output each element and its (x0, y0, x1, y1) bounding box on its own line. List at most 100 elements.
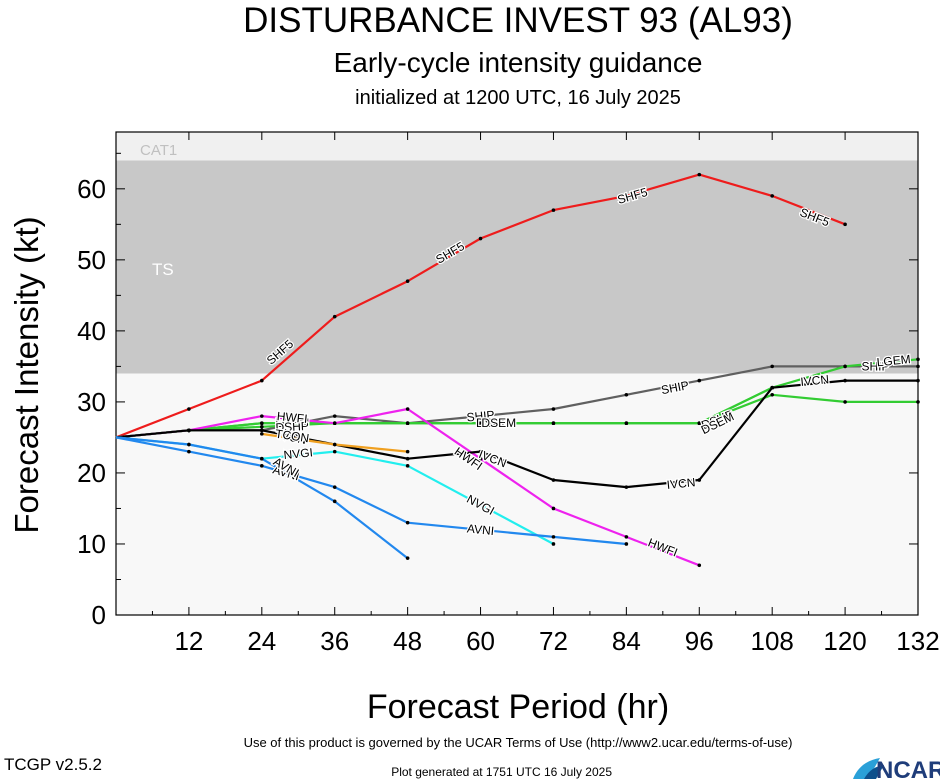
ncar-logo: NCAR (853, 757, 940, 780)
series-point-shf5 (624, 194, 629, 198)
series-point-ship (916, 364, 920, 369)
series-point-dshp (770, 393, 774, 397)
series-point-ship (770, 364, 774, 369)
x-tick-label: 72 (539, 626, 568, 656)
series-line-dsem (115, 386, 773, 439)
series-point-avni (332, 485, 337, 489)
series-point-ivcn (551, 478, 556, 482)
series-point-shf5 (187, 407, 191, 411)
band-cat1 (116, 132, 918, 161)
series-point-hwfi (405, 407, 410, 411)
series-point-tcon (405, 449, 410, 454)
intensity-bands: TS CAT1 (116, 132, 918, 615)
series-point-dsem (405, 421, 410, 426)
series-point-shf5 (260, 378, 264, 383)
series-point-shf5 (405, 279, 410, 283)
series-label-ivcn: IVCN (800, 372, 830, 389)
x-tick-label: 60 (466, 626, 495, 656)
series-point-ivcn (916, 378, 920, 383)
series-point-avni (624, 542, 629, 546)
series-point-avni (260, 464, 264, 468)
series-point-dshp (916, 400, 920, 404)
series-point-ship (551, 407, 556, 411)
series-point-shf5 (697, 172, 702, 177)
series-point-ship (624, 393, 629, 397)
series-label-ship: SHIP (861, 359, 889, 373)
band-label-ts: TS (152, 260, 174, 279)
series-point-nvgi (332, 449, 337, 454)
series-label-ivcn: IVCN (666, 475, 696, 492)
series-label-lgem: LGEM (275, 416, 309, 430)
x-tick-label: 120 (823, 626, 866, 656)
series-point-shf5 (332, 314, 337, 319)
series-point-avni-early (260, 456, 264, 461)
y-tick-label: 40 (77, 316, 106, 346)
series-point-tcon (260, 432, 264, 436)
series-point-dsem (624, 421, 629, 426)
ncar-logo-icon (853, 758, 880, 779)
chart-axes: 12 24 36 48 60 72 84 96 108 120 132 0 10 20 30 40 50 60 (77, 131, 940, 656)
series-point-avni (405, 520, 410, 525)
series-point-nvgi (405, 464, 410, 468)
series-point-avni-early (405, 556, 410, 560)
y-tick-label: 10 (77, 529, 106, 559)
series-label-tcon: TCON (274, 427, 310, 446)
y-tick-label: 50 (77, 245, 106, 275)
series-point-ivcn (405, 456, 410, 461)
series-point-avni (551, 535, 556, 539)
series-label-dsem: DSEM (481, 416, 516, 430)
series-point-lgem (916, 357, 920, 362)
x-tick-label: 84 (612, 626, 641, 656)
series-point-ship (478, 414, 483, 418)
x-tick-label: 108 (750, 626, 793, 656)
series-point-avni (187, 449, 191, 454)
series-point-dsem (260, 421, 264, 426)
series-label-avni: AVNI (466, 521, 494, 538)
series-label-lgem: LGEM (876, 352, 911, 369)
x-tick-label: 132 (896, 626, 939, 656)
x-tick-label: 48 (393, 626, 422, 656)
series-point-nvgi (551, 542, 556, 546)
chart-subtitle: Early-cycle intensity guidance (334, 47, 703, 78)
series-point-hwfi (697, 563, 702, 568)
chart-init-time: initialized at 1200 UTC, 16 July 2025 (355, 87, 681, 109)
band-ts (116, 160, 918, 374)
y-tick-label: 30 (77, 387, 106, 417)
series-point-ship (697, 378, 702, 383)
series-label-ship: SHIP (660, 378, 690, 397)
series-point-dsem (697, 421, 702, 426)
x-axis-label: Forecast Period (hr) (367, 688, 669, 726)
series-label-dshp: DSHP (275, 419, 309, 435)
x-tick-label: 12 (174, 626, 203, 656)
series-point-ivcn (624, 485, 629, 489)
series-point-tcon (332, 442, 337, 447)
x-tick-label: 36 (320, 626, 349, 656)
chart-series (115, 172, 920, 568)
series-point-dsem (551, 421, 556, 426)
chart-title: DISTURBANCE INVEST 93 (AL93) (243, 1, 793, 40)
x-tick-label: 24 (247, 626, 276, 656)
series-line-ivcn (115, 379, 918, 489)
series-label-nvgi: NVGI (283, 445, 314, 462)
series-label-ivcn: IVCN (277, 428, 308, 447)
series-label-dshp: DSHP (476, 416, 509, 430)
series-point-hwfi (260, 414, 264, 418)
series-point-hwfi (332, 421, 337, 426)
series-point-avni-early (332, 499, 337, 504)
y-axis-label: Forecast Intensity (kt) (8, 216, 45, 533)
version-label: TCGP v2.5.2 (4, 755, 102, 774)
series-point-dshp (260, 424, 264, 429)
series-point-ivcn (843, 378, 847, 383)
series-point-ivcn (478, 449, 483, 454)
y-tick-label: 60 (77, 174, 106, 204)
series-point-lgem (843, 364, 847, 369)
y-tick-label: 0 (92, 600, 106, 630)
series-point-ivcn (260, 428, 264, 433)
series-point-ship (332, 414, 337, 418)
series-point-dshp (843, 400, 847, 404)
series-point-ivcn (770, 385, 774, 390)
plot-background (116, 373, 918, 615)
series-point-shf5 (843, 222, 847, 227)
x-tick-label: 96 (685, 626, 714, 656)
